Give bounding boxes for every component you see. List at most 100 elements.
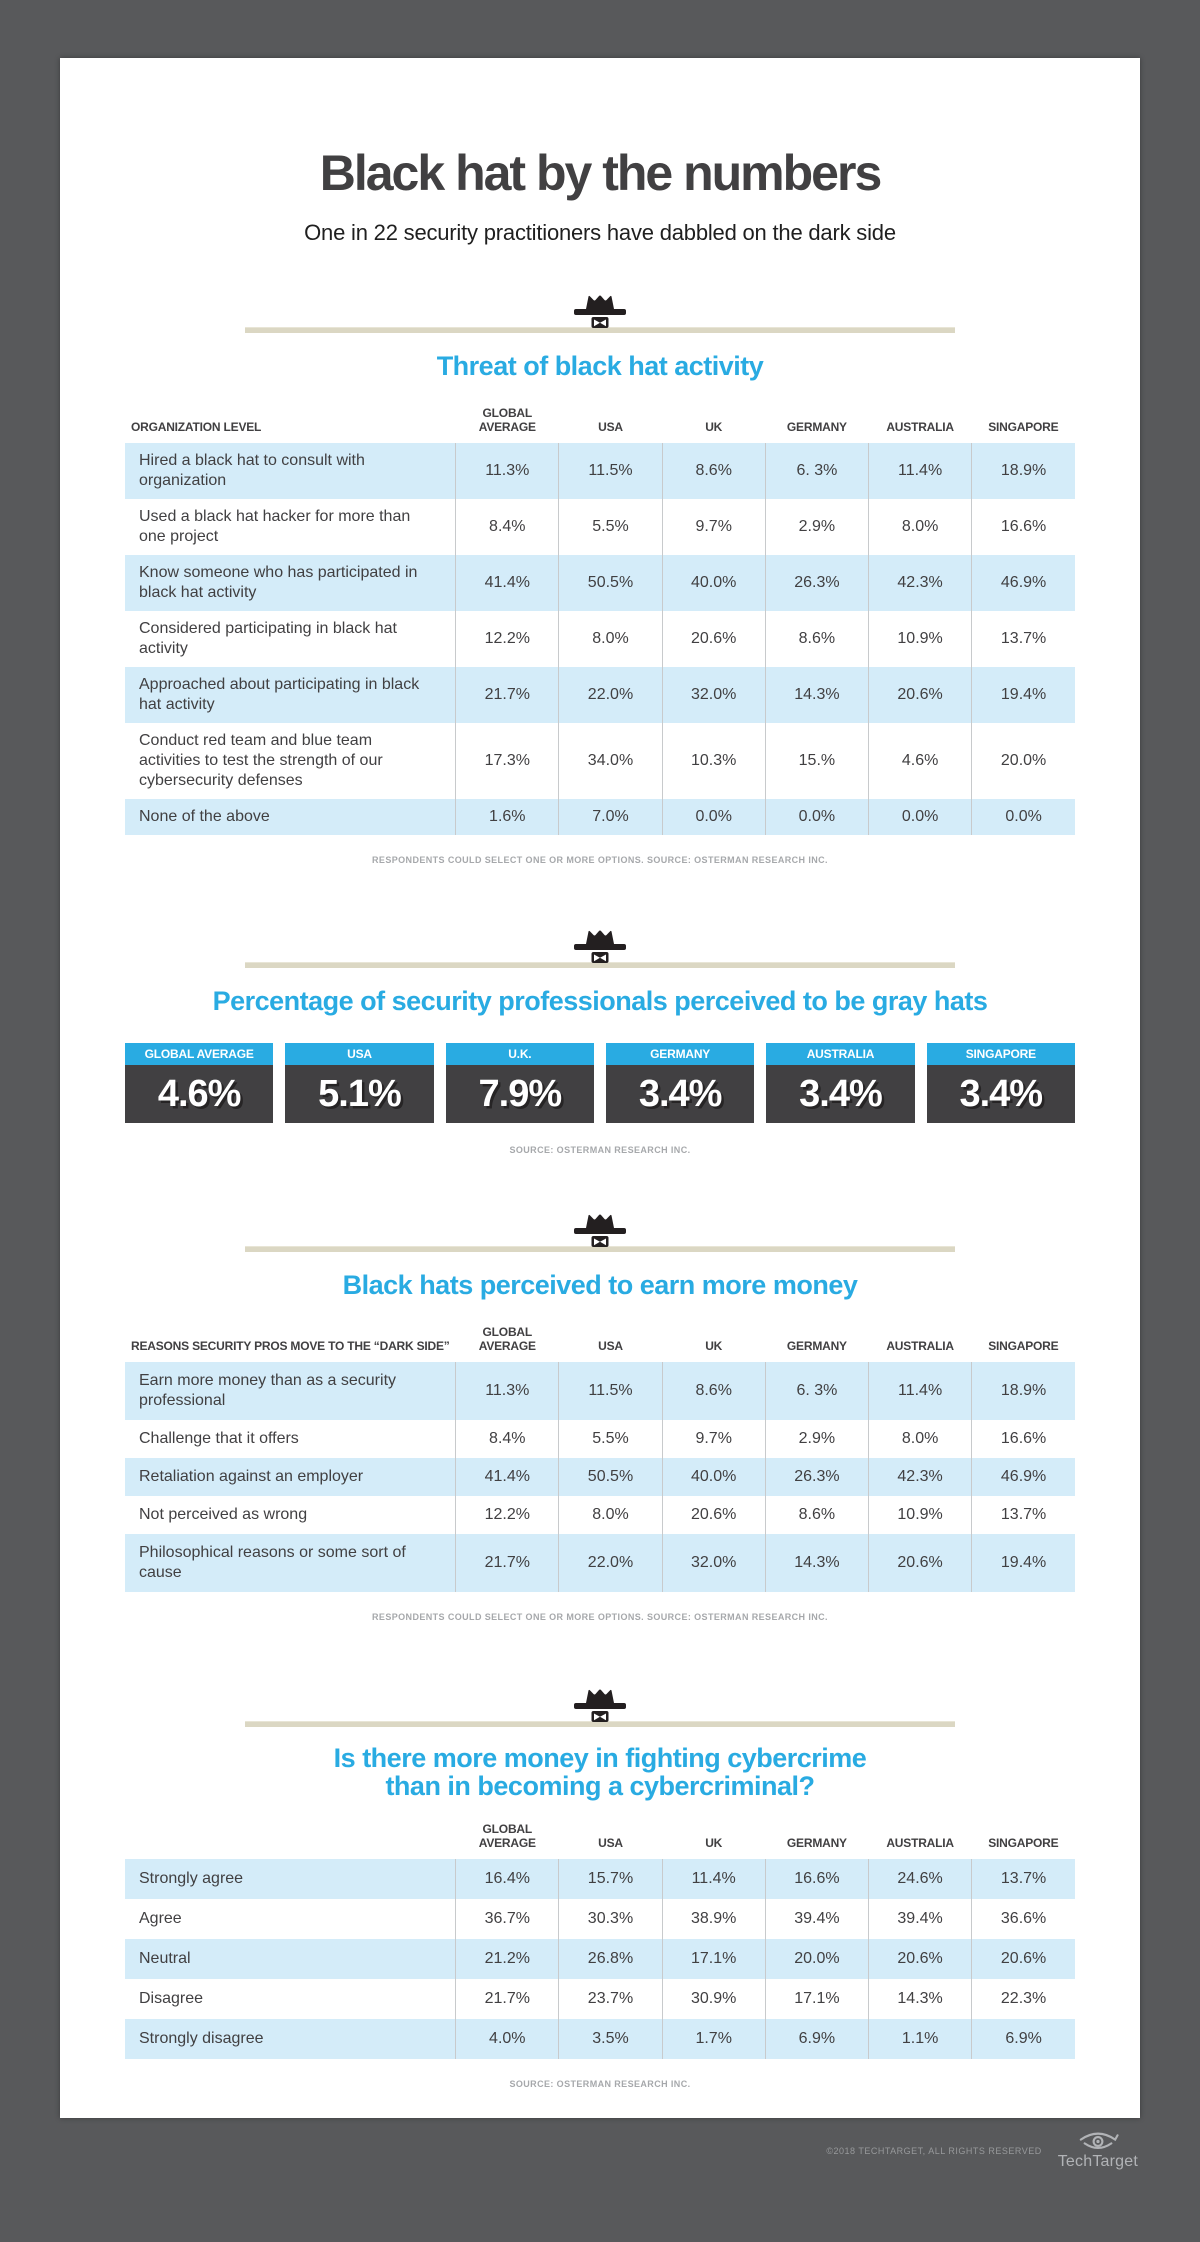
cell-value: 13.7% bbox=[971, 1859, 1075, 1899]
source-note: SOURCE: OSTERMAN RESEARCH INC. bbox=[509, 2079, 691, 2089]
cell-value: 42.3% bbox=[867, 555, 972, 611]
cell-value: 36.6% bbox=[971, 1899, 1075, 1939]
table-row: Not perceived as wrong 12.2% 8.0% 20.6% … bbox=[125, 1496, 1075, 1534]
techtarget-wordmark: TechTarget bbox=[1057, 2153, 1138, 2170]
cell-value: 14.3% bbox=[764, 667, 869, 723]
row-label: Challenge that it offers bbox=[139, 1430, 299, 1447]
copyright-text: ©2018 TECHTARGET, ALL RIGHTS RESERVED bbox=[826, 2146, 1042, 2156]
cell-value: 14.3% bbox=[764, 1534, 869, 1592]
row-header-label: REASONS SECURITY PROS MOVE TO THE “DARK … bbox=[131, 1339, 450, 1353]
column-header: GLOBAL AVERAGE bbox=[478, 1325, 536, 1353]
techtarget-logo: TechTarget bbox=[1058, 2131, 1138, 2171]
table-row: Strongly disagree 4.0% 3.5% 1.7% 6.9% 1.… bbox=[125, 2019, 1075, 2059]
column-header: AUSTRALIA bbox=[886, 420, 954, 434]
cell-value: 30.3% bbox=[558, 1899, 663, 1939]
table-header-row: REASONS SECURITY PROS MOVE TO THE “DARK … bbox=[125, 1325, 1075, 1362]
cell-value: 11.4% bbox=[867, 1362, 972, 1420]
row-label: Used a black hat hacker for more than on… bbox=[139, 508, 411, 545]
kpi-value: 3.4% bbox=[605, 1065, 755, 1123]
cell-value: 2.9% bbox=[764, 1420, 869, 1458]
cell-value: 46.9% bbox=[971, 555, 1075, 611]
cell-value: 11.4% bbox=[867, 443, 972, 499]
page-subtitle: One in 22 security practitioners have da… bbox=[304, 220, 896, 245]
cell-value: 8.6% bbox=[764, 611, 869, 667]
cell-value: 39.4% bbox=[867, 1899, 972, 1939]
heading-line-1: Is there more money in fighting cybercri… bbox=[333, 1743, 867, 1773]
earn-more-table: REASONS SECURITY PROS MOVE TO THE “DARK … bbox=[125, 1325, 1075, 1592]
cell-value: 3.5% bbox=[558, 2019, 663, 2059]
cell-value: 9.7% bbox=[661, 499, 766, 555]
kpi-value: 3.4% bbox=[926, 1065, 1075, 1123]
cell-value: 6. 3% bbox=[764, 443, 869, 499]
cell-value: 21.7% bbox=[455, 667, 559, 723]
cell-value: 17.1% bbox=[764, 1979, 869, 2019]
kpi-box-global-average: GLOBAL AVERAGE 4.6% bbox=[125, 1043, 274, 1123]
heading-line-2: than in becoming a cybercriminal? bbox=[385, 1771, 815, 1801]
section-heading-gray-hats: Percentage of security professionals per… bbox=[212, 986, 988, 1016]
column-header: UK bbox=[705, 1836, 723, 1850]
cell-value: 7.0% bbox=[558, 799, 663, 835]
table-row: Disagree 21.7% 23.7% 30.9% 17.1% 14.3% 2… bbox=[125, 1979, 1075, 2019]
black-hat-spy-icon bbox=[574, 1214, 626, 1247]
row-label: Strongly disagree bbox=[139, 2030, 264, 2047]
cell-value: 20.6% bbox=[971, 1939, 1075, 1979]
cell-value: 22.0% bbox=[558, 667, 663, 723]
cell-value: 9.7% bbox=[661, 1420, 766, 1458]
page-title: Black hat by the numbers bbox=[319, 145, 883, 201]
cell-value: 36.7% bbox=[455, 1899, 559, 1939]
row-label: Strongly agree bbox=[139, 1870, 244, 1887]
cell-value: 8.0% bbox=[867, 499, 972, 555]
kpi-value: 5.1% bbox=[285, 1065, 434, 1123]
cell-value: 20.6% bbox=[661, 1496, 766, 1534]
cell-value: 18.9% bbox=[971, 443, 1075, 499]
table-row: Neutral 21.2% 26.8% 17.1% 20.0% 20.6% 20… bbox=[125, 1939, 1075, 1979]
row-label: Conduct red team and blue team activitie… bbox=[139, 732, 383, 789]
cell-value: 12.2% bbox=[455, 611, 559, 667]
table-row: Strongly agree 16.4% 15.7% 11.4% 16.6% 2… bbox=[125, 1859, 1075, 1899]
row-label: Philosophical reasons or some sort of ca… bbox=[139, 1544, 406, 1581]
cell-value: 10.9% bbox=[867, 611, 972, 667]
infographic-card: Black hat by the numbers One in 22 secur… bbox=[60, 58, 1140, 2118]
cell-value: 38.9% bbox=[661, 1899, 766, 1939]
source-note: RESPONDENTS COULD SELECT ONE OR MORE OPT… bbox=[372, 855, 828, 865]
cell-value: 20.6% bbox=[867, 1939, 972, 1979]
column-header: UK bbox=[705, 1339, 723, 1353]
cell-value: 8.0% bbox=[558, 611, 663, 667]
black-hat-spy-icon bbox=[574, 1689, 626, 1722]
cell-value: 32.0% bbox=[661, 667, 766, 723]
cell-value: 26.8% bbox=[558, 1939, 663, 1979]
column-header: GLOBAL AVERAGE bbox=[478, 406, 536, 434]
cell-value: 40.0% bbox=[661, 1458, 766, 1496]
row-label: Hired a black hat to consult with organi… bbox=[139, 452, 365, 489]
kpi-box-singapore: SINGAPORE 3.4% bbox=[926, 1043, 1075, 1123]
cell-value: 24.6% bbox=[867, 1859, 972, 1899]
kpi-label: AUSTRALIA bbox=[766, 1043, 915, 1065]
cell-value: 22.0% bbox=[558, 1534, 663, 1592]
column-header: UK bbox=[705, 420, 723, 434]
cell-value: 8.0% bbox=[558, 1496, 663, 1534]
table-row: Considered participating in black hat ac… bbox=[125, 611, 1075, 667]
cell-value: 39.4% bbox=[764, 1899, 869, 1939]
cell-value: 1.7% bbox=[661, 2019, 766, 2059]
table-row: Philosophical reasons or some sort of ca… bbox=[125, 1534, 1075, 1592]
cell-value: 4.6% bbox=[867, 723, 972, 799]
kpi-value: 4.6% bbox=[125, 1065, 274, 1123]
row-label: Neutral bbox=[139, 1950, 191, 1967]
cell-value: 41.4% bbox=[455, 1458, 559, 1496]
kpi-value: 7.9% bbox=[445, 1065, 594, 1123]
cell-value: 11.5% bbox=[558, 443, 663, 499]
cell-value: 14.3% bbox=[867, 1979, 972, 2019]
cell-value: 1.1% bbox=[867, 2019, 972, 2059]
section-divider bbox=[60, 286, 1140, 338]
section-divider bbox=[60, 921, 1140, 973]
cell-value: 8.4% bbox=[455, 1420, 559, 1458]
row-label: Disagree bbox=[139, 1990, 204, 2007]
more-money-table: GLOBAL AVERAGE USA UK GERMANY AUSTRALIA … bbox=[125, 1822, 1075, 2059]
cell-value: 6.9% bbox=[971, 2019, 1075, 2059]
gray-hats-kpi-row: GLOBAL AVERAGE 4.6% USA 5.1% U.K. 7.9% G… bbox=[125, 1043, 1075, 1123]
cell-value: 10.3% bbox=[661, 723, 766, 799]
cell-value: 1.6% bbox=[455, 799, 559, 835]
cell-value: 8.6% bbox=[764, 1496, 869, 1534]
cell-value: 12.2% bbox=[455, 1496, 559, 1534]
column-header: SINGAPORE bbox=[988, 420, 1059, 434]
